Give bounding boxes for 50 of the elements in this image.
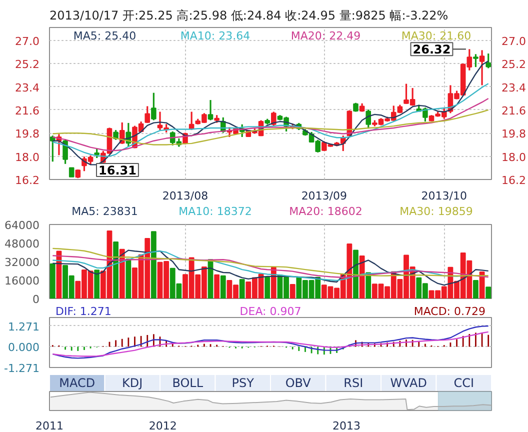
text: CCI — [454, 376, 474, 390]
y-tick-label: 16000 — [4, 274, 40, 288]
text: MA30: 19859 — [400, 205, 473, 218]
y2-tick-label: 21.6 — [502, 104, 526, 118]
text: OBV — [285, 376, 312, 390]
y-tick-label: 16.2 — [15, 174, 40, 187]
annotation: 16.31 — [98, 164, 136, 178]
y2-tick-label: 19.8 — [502, 128, 526, 141]
x-tick-label: 2012 — [148, 420, 177, 432]
x-tick-label: 2013/09 — [301, 190, 348, 202]
y-tick-label: 23.4 — [15, 81, 40, 94]
y-tick-label: 1.271 — [8, 320, 40, 334]
text: MA5: 25.40 — [73, 30, 136, 42]
text: MA10: 18372 — [178, 205, 252, 218]
y2-tick-label: 16.2 — [502, 174, 526, 187]
text: DEA: 0.907 — [240, 305, 302, 318]
text: MA20: 22.49 — [290, 30, 361, 42]
x-tick-label: 2013/10 — [421, 190, 467, 202]
y2-tick-label: 18.0 — [502, 150, 526, 164]
y-tick-label: 19.8 — [15, 128, 40, 141]
x-tick-label: 2013/08 — [162, 190, 208, 202]
x-tick-label: 2013 — [332, 420, 361, 432]
y-tick-label: 27.0 — [15, 34, 40, 48]
y-tick-label: 21.6 — [15, 104, 40, 118]
y2-tick-label: 27.0 — [502, 34, 526, 48]
y-tick-label: 0.000 — [8, 341, 40, 354]
chart-title: 2013/10/17 开:25.25 高:25.98 低:24.84 收:24.95 量:9825 幅:-3.22% — [50, 8, 448, 22]
text: MA5: 23831 — [72, 205, 138, 218]
annotation: 26.32 — [412, 42, 451, 57]
text: MA30: 21.60 — [401, 30, 472, 42]
y2-tick-label: 23.4 — [502, 81, 526, 94]
y-tick-label: 64000 — [4, 219, 40, 232]
y-tick-label: -1.271 — [4, 362, 40, 375]
text: PSY — [232, 376, 255, 390]
series-label: MACD: 0.729 — [414, 305, 486, 318]
x-tick-label: 2011 — [36, 420, 64, 432]
y-tick-label: 0 — [32, 293, 40, 306]
y-tick-label: 25.2 — [15, 58, 40, 72]
text: MACD — [59, 376, 96, 390]
text: RSI — [344, 376, 364, 390]
y2-tick-label: 25.2 — [502, 58, 526, 72]
y-tick-label: 18.0 — [15, 150, 40, 164]
text: DIF: 1.271 — [56, 305, 112, 318]
text: MA10: 23.64 — [180, 30, 250, 42]
y-tick-label: 32000 — [4, 256, 40, 269]
text: WVAD — [390, 376, 428, 390]
text: BOLL — [172, 376, 204, 390]
text: MA20: 18602 — [289, 205, 362, 218]
text: KDJ — [122, 376, 143, 390]
y-tick-label: 48000 — [4, 238, 40, 250]
